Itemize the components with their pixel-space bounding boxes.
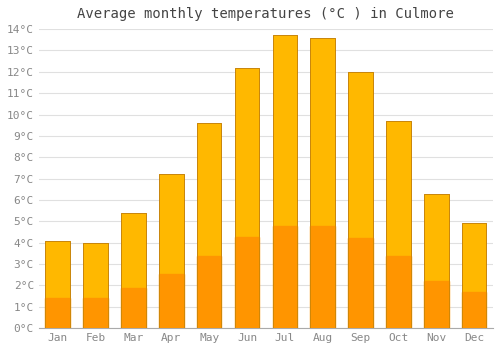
Bar xyxy=(46,240,70,328)
Bar xyxy=(348,238,373,328)
Bar xyxy=(348,72,373,328)
Bar xyxy=(46,298,70,328)
Bar xyxy=(386,121,410,328)
Bar xyxy=(310,37,335,328)
Bar xyxy=(234,68,260,328)
Bar xyxy=(424,281,448,328)
Bar xyxy=(197,123,222,328)
Bar xyxy=(121,213,146,328)
Bar xyxy=(310,226,335,328)
Bar xyxy=(462,224,486,328)
Title: Average monthly temperatures (°C ) in Culmore: Average monthly temperatures (°C ) in Cu… xyxy=(78,7,454,21)
Bar xyxy=(386,121,410,328)
Bar xyxy=(234,237,260,328)
Bar xyxy=(84,298,108,328)
Bar xyxy=(310,37,335,328)
Bar xyxy=(424,194,448,328)
Bar xyxy=(234,68,260,328)
Bar xyxy=(159,174,184,328)
Bar xyxy=(272,35,297,328)
Bar xyxy=(159,174,184,328)
Bar xyxy=(197,257,222,328)
Bar xyxy=(84,243,108,328)
Bar xyxy=(84,243,108,328)
Bar xyxy=(272,226,297,328)
Bar xyxy=(424,194,448,328)
Bar xyxy=(46,240,70,328)
Bar xyxy=(272,35,297,328)
Bar xyxy=(462,224,486,328)
Bar xyxy=(159,274,184,328)
Bar xyxy=(462,292,486,328)
Bar xyxy=(348,72,373,328)
Bar xyxy=(121,288,146,328)
Bar xyxy=(197,123,222,328)
Bar xyxy=(386,256,410,328)
Bar xyxy=(121,213,146,328)
